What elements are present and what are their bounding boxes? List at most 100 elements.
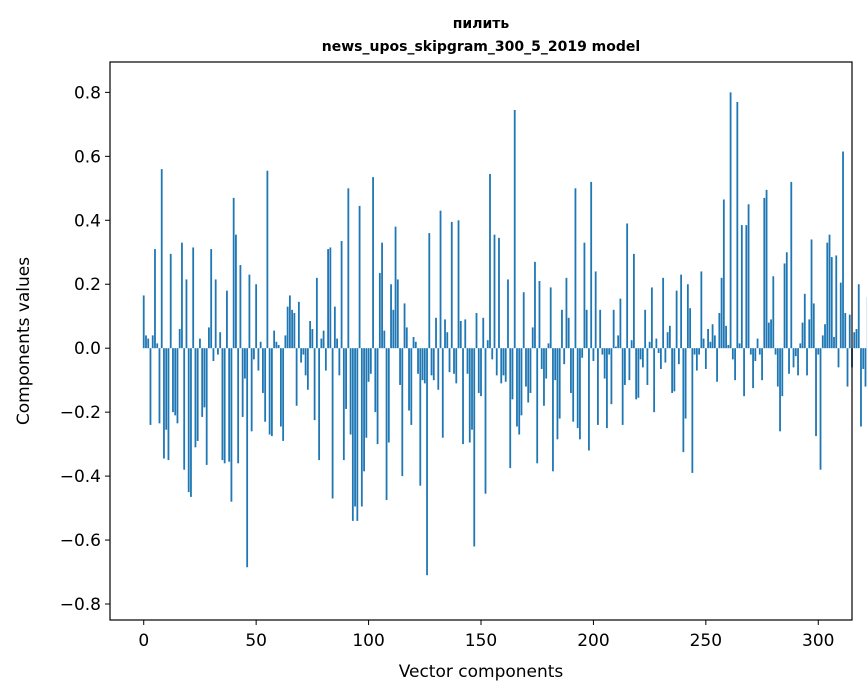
bar	[259, 341, 262, 349]
bar	[347, 188, 350, 349]
bar	[489, 173, 491, 349]
bar	[608, 348, 611, 355]
bar	[772, 276, 775, 349]
bar	[579, 348, 581, 440]
bar	[812, 303, 815, 349]
bar	[675, 290, 678, 349]
bar	[212, 348, 215, 361]
bar	[241, 348, 244, 417]
bar	[610, 348, 613, 405]
bar	[363, 348, 365, 472]
bar	[585, 309, 588, 349]
bar	[396, 279, 399, 349]
bar	[837, 348, 840, 368]
bar	[221, 348, 224, 461]
bar	[208, 327, 210, 349]
bar	[799, 343, 802, 349]
bar	[165, 348, 168, 430]
bar	[657, 348, 660, 353]
bar	[387, 348, 390, 443]
bar	[756, 338, 759, 349]
bar	[680, 274, 683, 349]
bar	[484, 348, 487, 494]
bar	[338, 348, 341, 376]
bar	[536, 348, 539, 464]
bar	[824, 324, 826, 349]
bar	[383, 330, 386, 349]
bar	[684, 348, 687, 419]
bar	[235, 234, 237, 349]
bar	[158, 348, 161, 424]
bar	[327, 249, 329, 349]
bar	[493, 234, 496, 349]
bar	[455, 348, 458, 384]
bar	[203, 348, 206, 408]
bar	[682, 348, 685, 453]
bar	[199, 338, 201, 349]
y-tick-label: 0.4	[74, 211, 101, 231]
bar	[226, 290, 228, 349]
x-axis-label: Vector components	[399, 662, 564, 682]
bar	[801, 322, 804, 349]
bar	[448, 348, 451, 373]
bar	[720, 277, 723, 349]
bar	[833, 337, 835, 349]
bar	[468, 348, 471, 443]
bar	[167, 348, 170, 461]
bar	[322, 330, 325, 349]
bar	[626, 223, 629, 349]
bar	[673, 348, 676, 392]
bar	[160, 169, 163, 349]
bar	[790, 181, 793, 349]
bar	[423, 348, 426, 384]
bar	[565, 277, 568, 349]
bar	[846, 348, 849, 387]
bar	[792, 348, 795, 368]
bar	[360, 348, 363, 507]
bar	[169, 253, 172, 349]
bar	[554, 348, 557, 381]
bar	[716, 348, 718, 382]
bar	[576, 348, 579, 429]
bar	[439, 210, 442, 349]
bar	[606, 348, 608, 429]
bar	[163, 348, 165, 459]
bar	[262, 348, 264, 393]
bar	[819, 348, 822, 470]
bar	[624, 348, 626, 385]
x-tick-label: 150	[465, 631, 497, 651]
bar	[149, 348, 152, 425]
bar	[727, 345, 730, 349]
bar	[646, 348, 649, 385]
bar	[446, 332, 449, 349]
bar	[689, 308, 692, 349]
chart-subtitle: news_upos_skipgram_300_5_2019 model	[322, 39, 640, 55]
bar	[311, 329, 314, 349]
bar	[176, 348, 179, 424]
bar	[329, 247, 332, 349]
bar	[518, 348, 521, 435]
bar	[774, 348, 777, 355]
bar	[617, 335, 620, 349]
bar	[736, 101, 739, 349]
bar	[597, 348, 599, 425]
bar	[266, 170, 269, 349]
bar	[248, 274, 251, 349]
bar	[230, 348, 233, 502]
bar	[671, 348, 674, 393]
bar	[232, 197, 235, 349]
bar	[734, 348, 736, 381]
bar	[372, 177, 374, 349]
y-axis-ticks: 0.8 0.6 0.4 0.2 0.0 −0.2 −0.4 −0.6 −0.8	[60, 83, 110, 615]
bar	[147, 338, 150, 349]
bar	[174, 348, 177, 416]
bar	[603, 348, 606, 379]
bar	[545, 348, 548, 379]
bar	[223, 348, 226, 464]
bar	[509, 348, 512, 469]
bar	[268, 348, 271, 435]
bar	[181, 242, 183, 349]
bar	[666, 332, 669, 349]
bar	[228, 348, 231, 462]
